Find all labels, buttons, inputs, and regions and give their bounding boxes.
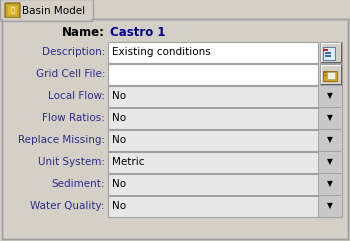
Bar	[318, 86, 342, 107]
Bar	[327, 72, 335, 79]
Text: Existing conditions: Existing conditions	[112, 47, 211, 57]
Text: Local Flow:: Local Flow:	[48, 91, 105, 101]
Text: Description:: Description:	[42, 47, 105, 57]
Bar	[323, 72, 328, 74]
Bar	[8, 6, 17, 15]
Text: ▼: ▼	[327, 114, 333, 122]
Text: Water Quality:: Water Quality:	[30, 201, 105, 211]
Text: Replace Missing:: Replace Missing:	[18, 135, 105, 145]
Text: ▼: ▼	[327, 180, 333, 188]
Bar	[318, 107, 342, 128]
Text: ▼: ▼	[327, 92, 333, 100]
FancyBboxPatch shape	[0, 0, 93, 21]
Text: ▼: ▼	[327, 135, 333, 145]
Bar	[325, 55, 331, 56]
Bar	[108, 129, 342, 150]
Bar	[108, 41, 318, 62]
Bar	[108, 152, 342, 173]
Text: No: No	[112, 135, 126, 145]
Bar	[318, 129, 342, 150]
Text: No: No	[112, 201, 126, 211]
Text: ▼: ▼	[327, 201, 333, 210]
Text: ▼: ▼	[327, 158, 333, 167]
Text: Grid Cell File:: Grid Cell File:	[35, 69, 105, 79]
Bar	[108, 107, 342, 128]
Bar	[323, 71, 337, 80]
Text: Sediment:: Sediment:	[51, 179, 105, 189]
Bar	[3, 18, 91, 20]
Text: No: No	[112, 113, 126, 123]
Bar	[108, 195, 342, 216]
Bar	[318, 195, 342, 216]
Bar	[318, 152, 342, 173]
Text: Basin Model: Basin Model	[22, 6, 85, 15]
Bar	[108, 86, 342, 107]
Text: Unit System:: Unit System:	[38, 157, 105, 167]
Bar	[108, 174, 342, 194]
Bar	[323, 47, 335, 60]
Bar	[320, 63, 342, 85]
FancyBboxPatch shape	[5, 3, 20, 18]
Text: Castro 1: Castro 1	[110, 27, 166, 40]
Bar	[323, 49, 328, 51]
Bar	[325, 52, 331, 54]
Bar	[108, 63, 318, 85]
Text: No: No	[112, 179, 126, 189]
Text: Name:: Name:	[62, 27, 105, 40]
Text: 🔧: 🔧	[10, 7, 15, 13]
Text: Flow Ratios:: Flow Ratios:	[42, 113, 105, 123]
Text: Metric: Metric	[112, 157, 145, 167]
Text: No: No	[112, 91, 126, 101]
Bar	[320, 41, 342, 62]
Bar	[318, 174, 342, 194]
